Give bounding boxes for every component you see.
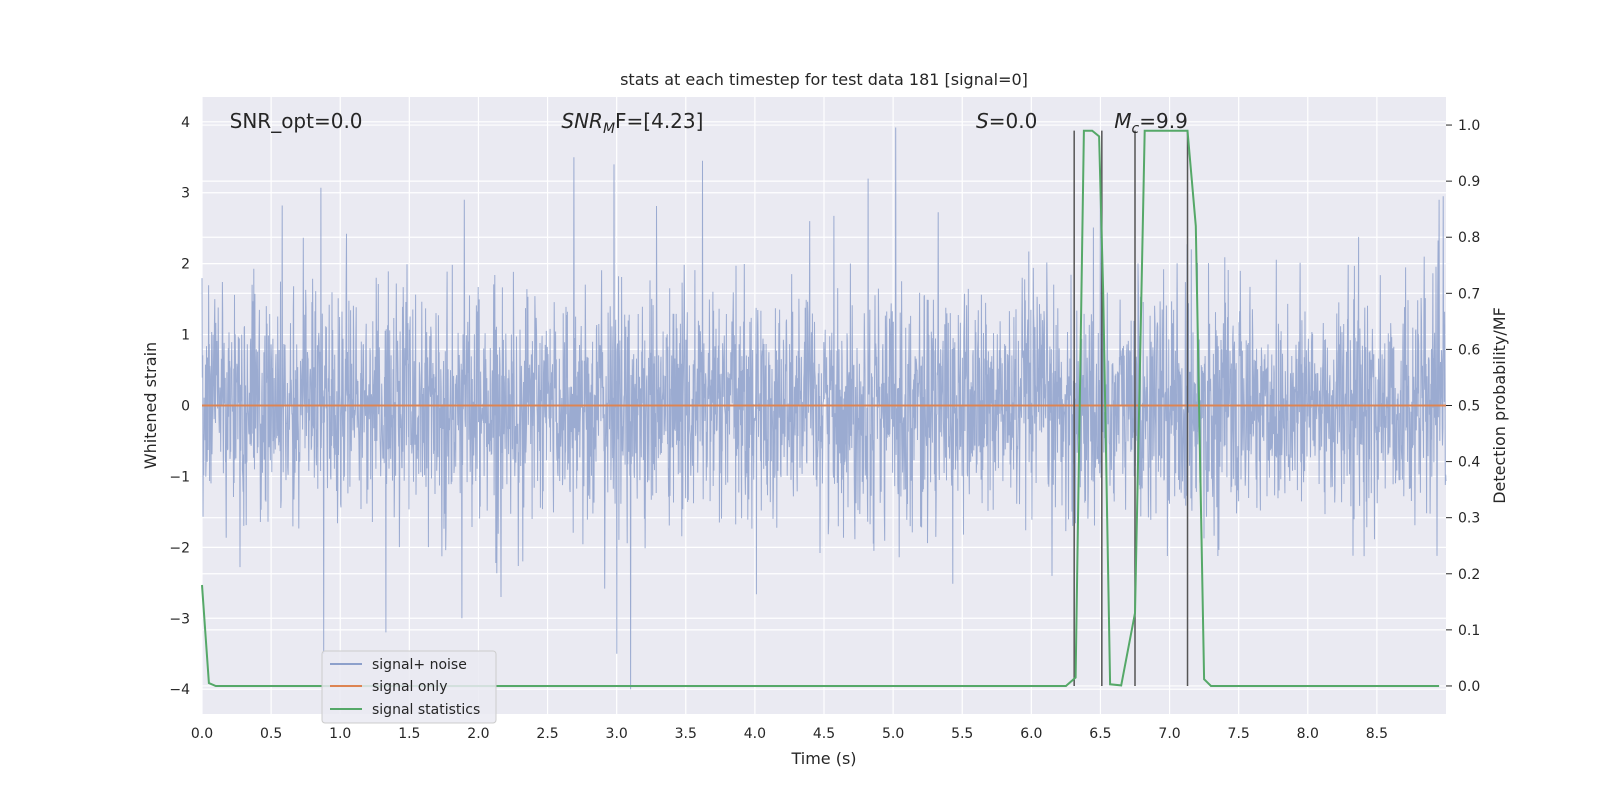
x-tick-label-5: 2.5 (536, 726, 558, 742)
x-tick-label-14: 7.0 (1158, 726, 1180, 742)
series-signal-statistics (201, 129, 1440, 687)
x-tick-label-11: 5.5 (951, 726, 973, 742)
line-signal-noise (201, 127, 1447, 690)
chart-title: stats at each timestep for test data 181… (620, 70, 1028, 89)
y-tick-label-2: 2 (181, 257, 190, 273)
y2-tick-label-7: 0.3 (1458, 511, 1480, 527)
y2-tick-label-10: 0.0 (1458, 679, 1480, 695)
y-tick-label-0: 4 (181, 115, 190, 131)
y-tick-label-5: −1 (169, 469, 190, 485)
y2-tick-label-3: 0.7 (1458, 286, 1480, 302)
line-signal-statistics (201, 129, 1440, 687)
x-tick-label-6: 3.0 (606, 726, 628, 742)
x-axis-label: Time (s) (790, 749, 856, 768)
x-tick-label-7: 3.5 (675, 726, 697, 742)
annotation-mc: Mc=9.9 (1114, 109, 1188, 137)
x-tick-label-15: 7.5 (1228, 726, 1250, 742)
y-tick-label-1: 3 (181, 186, 190, 202)
x-tick-label-1: 0.5 (260, 726, 282, 742)
y2-tick-label-0: 1.0 (1458, 118, 1480, 134)
legend-label-signal-only: signal only (372, 679, 447, 695)
x-axis-ticks: 0.0 0.5 1.0 1.5 2.0 2.5 3.0 3.5 4.0 4.5 5.0 5.5 6.0 6… (191, 726, 1388, 742)
legend-label-signal-noise: signal+ noise (372, 657, 467, 673)
legend: signal+ noise signal only signal statist… (321, 650, 497, 724)
annotation-mc-main: M (1114, 109, 1131, 133)
x-tick-label-17: 8.5 (1366, 726, 1388, 742)
y2-tick-label-5: 0.5 (1458, 399, 1480, 415)
y-tick-label-3: 1 (181, 328, 190, 344)
x-tick-label-2: 1.0 (329, 726, 351, 742)
annotation-s: S=0.0 (976, 109, 1037, 133)
annotation-mc-rest: =9.9 (1139, 109, 1188, 133)
annotation-snr-mf: SNRMF=[4.23] (561, 109, 703, 137)
legend-label-signal-statistics: signal statistics (372, 702, 480, 718)
y2-tick-label-1: 0.9 (1458, 174, 1480, 190)
series-signal-noise (201, 127, 1447, 690)
y2-tick-label-6: 0.4 (1458, 455, 1480, 471)
x-tick-label-0: 0.0 (191, 726, 213, 742)
y-tick-label-8: −4 (169, 682, 190, 698)
annotation-snr-mf-rest: F=[4.23] (615, 109, 703, 133)
y2-axis-ticks: 1.0 0.9 0.8 0.7 0.6 0.5 0.4 0.3 0.2 0.1 0.0 (1446, 118, 1480, 695)
y-axis-label: Whitened strain (141, 342, 160, 469)
y2-tick-label-2: 0.8 (1458, 230, 1480, 246)
y2-tick-label-4: 0.6 (1458, 342, 1480, 358)
annotation-snr-mf-sub: M (603, 121, 615, 137)
y-axis-ticks: 4 3 2 1 0 −1 −2 −3 −4 (169, 115, 190, 698)
x-tick-label-4: 2.0 (467, 726, 489, 742)
annotation-mc-sub: c (1132, 121, 1140, 137)
x-tick-label-3: 1.5 (398, 726, 420, 742)
y2-tick-label-8: 0.2 (1458, 567, 1480, 583)
annotation-snr-opt: SNR_opt=0.0 (230, 109, 363, 133)
y2-axis-label: Detection probability/MF (1490, 307, 1509, 504)
x-tick-label-13: 6.5 (1089, 726, 1111, 742)
legend-box (321, 650, 497, 724)
x-tick-label-9: 4.5 (813, 726, 835, 742)
annotation-s-main: S (976, 109, 989, 133)
x-tick-label-10: 5.0 (882, 726, 904, 742)
annotation-snr-mf-main: SNR (561, 109, 603, 133)
y-tick-label-6: −2 (169, 540, 190, 556)
y2-tick-label-9: 0.1 (1458, 623, 1480, 639)
annotation-s-rest: =0.0 (989, 109, 1038, 133)
x-tick-label-8: 4.0 (744, 726, 766, 742)
x-tick-label-16: 8.0 (1297, 726, 1319, 742)
x-tick-label-12: 6.0 (1020, 726, 1042, 742)
y-tick-label-7: −3 (169, 611, 190, 627)
y-tick-label-4: 0 (181, 399, 190, 415)
